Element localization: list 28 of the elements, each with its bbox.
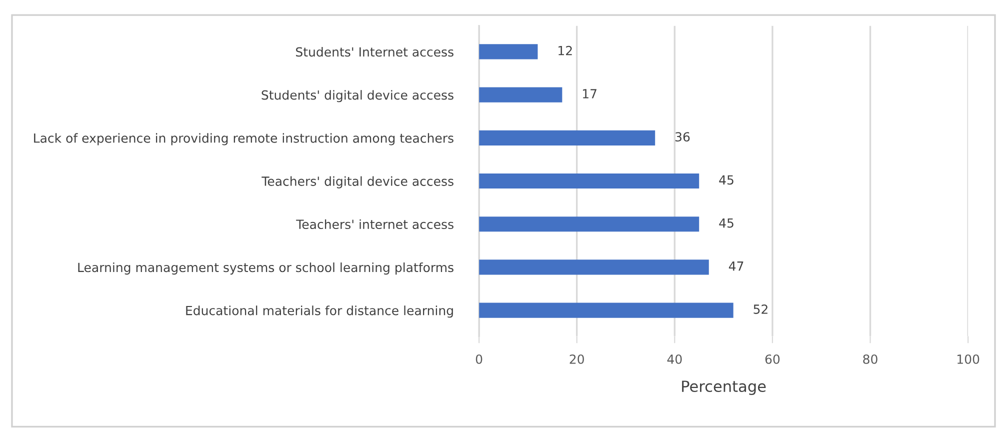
y-tick-label: Students' digital device access [262,90,454,102]
bar [479,302,734,318]
y-tick-label: Educational materials for distance learning [186,306,453,318]
x-axis-title: Percentage [682,380,766,396]
x-tick-label: 20 [570,354,584,364]
data-label: 17 [582,89,596,98]
data-label: 47 [728,262,744,271]
x-tick-label: 0 [476,354,482,364]
y-tick-label: Learning management systems or school learning platforms [78,262,454,275]
bar [479,87,562,102]
y-tick-label: Students' Internet access [296,46,454,57]
y-tick-label: Teachers' digital device access [262,176,454,188]
y-tick-label: Lack of experience in providing remote instruction among teachers [34,133,454,146]
y-tick-label: Teachers' internet access [296,219,454,230]
bar [479,44,538,60]
data-label: 52 [754,304,768,314]
x-tick-label: 100 [958,354,980,364]
x-tick-label: 80 [863,354,878,364]
data-label: 36 [675,132,690,142]
x-tick-label: 60 [765,354,780,364]
x-tick-label: 40 [667,354,682,364]
bar [479,216,700,232]
data-label: 45 [719,175,734,185]
data-label: 45 [719,218,734,228]
data-label: 12 [558,46,572,56]
bar [479,260,709,275]
bar [479,130,656,146]
bar [479,173,700,189]
